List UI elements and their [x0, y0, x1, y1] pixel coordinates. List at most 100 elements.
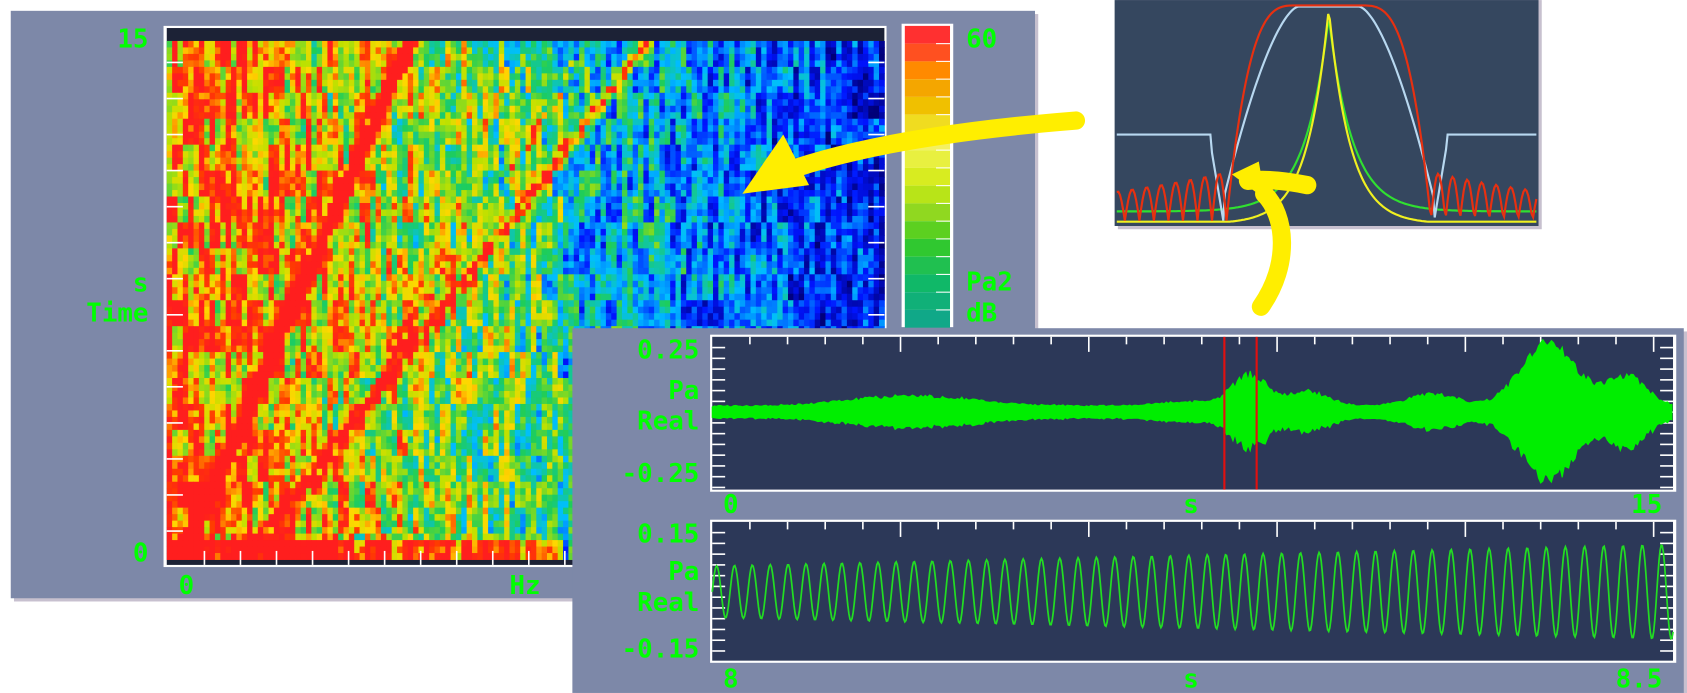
spectrogram-cell [611, 47, 617, 54]
spectrogram-cell [322, 248, 328, 255]
spectrogram-cell [306, 106, 312, 113]
spectrogram-cell [210, 67, 216, 74]
spectrogram-cell [815, 119, 821, 126]
spectrogram-cell [601, 216, 607, 223]
spectrogram-cell [702, 132, 708, 139]
spectrogram-cell [520, 60, 526, 67]
spectrogram-cell [477, 209, 483, 216]
spectrogram-cell [424, 73, 430, 80]
spectrogram-cell [365, 229, 371, 236]
spectrogram-cell [435, 60, 441, 67]
spectrogram-cell [713, 41, 719, 48]
spectrogram-cell [643, 235, 649, 242]
spectrogram-cell [601, 197, 607, 204]
spectrogram-cell [252, 229, 258, 236]
spectrogram-cell [825, 184, 831, 191]
spectrogram-cell [365, 67, 371, 74]
spectrogram-cell [247, 158, 253, 165]
spectrogram-cell [386, 177, 392, 184]
spectrogram-cell [531, 216, 537, 223]
spectrogram-cell [226, 190, 232, 197]
spectrogram-cell [499, 93, 505, 100]
spectrogram-cell [242, 190, 248, 197]
spectrogram-cell [627, 132, 633, 139]
spectrogram-cell [204, 184, 210, 191]
spectrogram-cell [750, 222, 756, 229]
spectrogram-cell [354, 255, 360, 262]
spectrogram-cell [520, 132, 526, 139]
spectrogram-cell [322, 177, 328, 184]
spectrogram-cell [204, 235, 210, 242]
spectrogram-cell [633, 248, 639, 255]
spectrogram-cell [670, 138, 676, 145]
spectrogram-cell [745, 171, 751, 178]
spectrogram-cell [643, 248, 649, 255]
spectrogram-cell [215, 138, 221, 145]
spectrogram-cell [772, 229, 778, 236]
spectrogram-cell [670, 274, 676, 281]
spectrogram-cell [777, 67, 783, 74]
spectrogram-cell [750, 197, 756, 204]
spectrogram-cell [825, 248, 831, 255]
spectrogram-cell [333, 235, 339, 242]
spectrogram-cell [654, 73, 660, 80]
spectrogram-cell [172, 274, 178, 281]
spectrogram-cell [440, 171, 446, 178]
spectrogram-cell [381, 164, 387, 171]
spectrogram-cell [263, 209, 269, 216]
spectrogram-cell [418, 73, 424, 80]
spectrogram-cell [670, 177, 676, 184]
spectrogram-cell [734, 248, 740, 255]
spectrogram-cell [204, 229, 210, 236]
spectrogram-cell [799, 67, 805, 74]
spectrogram-cell [493, 177, 499, 184]
spectrogram-cell [220, 242, 226, 249]
spectrogram-cell [772, 73, 778, 80]
spectrogram-cell [467, 86, 473, 93]
spectrogram-cell [568, 184, 574, 191]
spectrogram-cell [734, 158, 740, 165]
spectrogram-cell [767, 248, 773, 255]
spectrogram-cell [188, 106, 194, 113]
spectrogram-cell [852, 132, 858, 139]
spectrogram-cell [702, 235, 708, 242]
spectrogram-cell [772, 261, 778, 268]
spectrogram-cell [809, 47, 815, 54]
spectrogram-cell [386, 216, 392, 223]
spectrogram-cell [836, 106, 842, 113]
spectrogram-cell [370, 54, 376, 61]
spectrogram-cell [558, 177, 564, 184]
spectrogram-cell [381, 255, 387, 262]
spectrogram-cell [584, 41, 590, 48]
spectrogram-cell [333, 190, 339, 197]
spectrogram-cell [520, 209, 526, 216]
spectrogram-cell [483, 177, 489, 184]
spectrogram-cell [842, 106, 848, 113]
spectrogram-cell [338, 216, 344, 223]
spectrogram-cell [756, 216, 762, 223]
spectrogram-cell [194, 60, 200, 67]
spectrogram-cell [611, 255, 617, 262]
spectrogram-cell [638, 80, 644, 87]
spectrogram-cell [370, 106, 376, 113]
spectrogram-cell [317, 184, 323, 191]
spectrogram-cell [381, 119, 387, 126]
spectrogram-cell [467, 119, 473, 126]
spectrogram-cell [172, 190, 178, 197]
spectrogram-cell [429, 158, 435, 165]
spectrogram-cell [386, 145, 392, 152]
spectrogram-cell [863, 106, 869, 113]
spectrogram-cell [194, 158, 200, 165]
spectrogram-cell [333, 93, 339, 100]
spectrogram-cell [595, 47, 601, 54]
spectrogram-cell [285, 125, 291, 132]
spectrogram-cell [643, 119, 649, 126]
spectrogram-cell [279, 209, 285, 216]
spectrogram-cell [242, 268, 248, 275]
spectrogram-cell [343, 216, 349, 223]
spectrogram-cell [676, 255, 682, 262]
spectrogram-cell [370, 60, 376, 67]
spectrogram-cell [370, 209, 376, 216]
spectrogram-cell [761, 197, 767, 204]
spectrogram-cell [847, 125, 853, 132]
